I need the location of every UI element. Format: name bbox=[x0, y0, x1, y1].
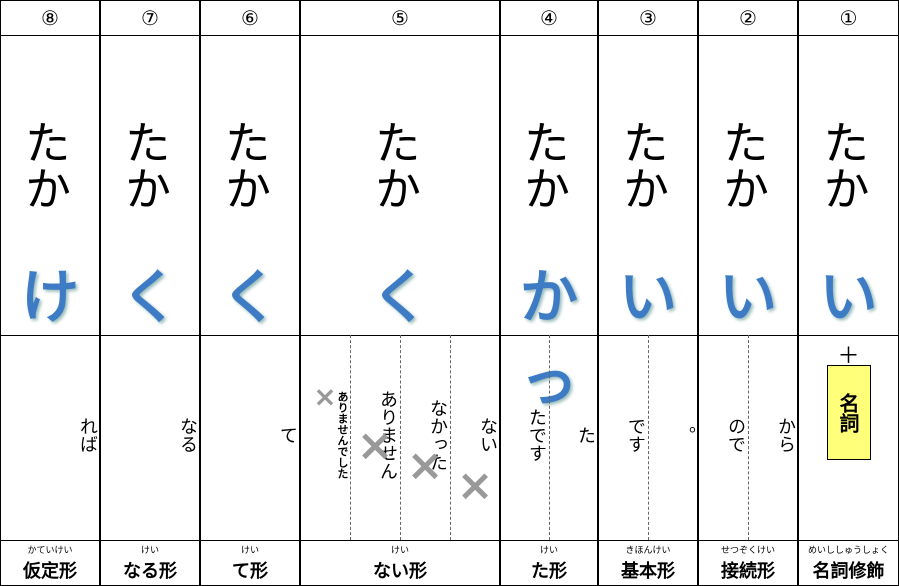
form-name: て形 bbox=[232, 561, 268, 582]
form: です bbox=[625, 417, 646, 453]
sub-divider bbox=[549, 335, 550, 540]
stem: たか bbox=[716, 119, 770, 211]
column-number: ③ bbox=[639, 6, 657, 30]
form-name: 基本形 bbox=[621, 561, 675, 582]
header-cell bbox=[598, 0, 698, 36]
column-number: ⑦ bbox=[141, 6, 159, 30]
form: た bbox=[575, 426, 596, 444]
header-cell bbox=[200, 0, 300, 36]
header-cell bbox=[500, 0, 598, 36]
reading: けい bbox=[140, 546, 159, 556]
form-name: 名詞修飾 bbox=[812, 561, 885, 582]
cross: × bbox=[356, 420, 394, 471]
form: て bbox=[277, 426, 298, 444]
ending: く bbox=[120, 263, 179, 331]
divider bbox=[798, 335, 899, 336]
form-name: なる形 bbox=[123, 561, 177, 582]
form: ので bbox=[725, 417, 746, 453]
divider bbox=[300, 540, 500, 541]
noun-box: 名詞 bbox=[826, 365, 871, 460]
stem: たか bbox=[517, 119, 571, 211]
divider bbox=[500, 540, 598, 541]
reading: めいししゅうしょく bbox=[807, 546, 889, 556]
cross: × bbox=[456, 460, 494, 511]
stem: たか bbox=[616, 119, 670, 211]
stem: たか bbox=[218, 119, 272, 211]
divider bbox=[100, 540, 200, 541]
ending: かっ bbox=[519, 263, 578, 415]
reading: けい bbox=[240, 546, 259, 556]
column-number: ⑤ bbox=[391, 6, 409, 30]
column-number: ⑧ bbox=[41, 6, 59, 30]
ending: い bbox=[819, 263, 878, 331]
ending: く bbox=[220, 263, 279, 331]
ending: い bbox=[618, 263, 677, 331]
column-number: ① bbox=[839, 6, 858, 30]
column-number: ④ bbox=[540, 6, 558, 30]
ending: け bbox=[20, 263, 79, 331]
form: なる bbox=[177, 417, 198, 453]
form-name: た形 bbox=[531, 561, 567, 582]
divider bbox=[200, 335, 300, 336]
reading: けい bbox=[539, 546, 558, 556]
stem: たか bbox=[368, 119, 422, 211]
header-cell bbox=[0, 0, 100, 36]
header-cell bbox=[698, 0, 798, 36]
stem: たか bbox=[18, 119, 72, 211]
column-number: ⑥ bbox=[241, 6, 259, 30]
form: ＋ bbox=[837, 344, 860, 369]
divider bbox=[0, 335, 100, 336]
sub-divider bbox=[648, 335, 649, 540]
form: から bbox=[775, 417, 796, 453]
form: ありません bbox=[377, 390, 398, 480]
form-name: 仮定形 bbox=[23, 561, 77, 582]
sub-divider bbox=[350, 335, 351, 540]
sub-divider bbox=[748, 335, 749, 540]
ending: い bbox=[718, 263, 777, 331]
form: ありませんでした bbox=[336, 391, 349, 479]
divider bbox=[0, 540, 100, 541]
form: なかった bbox=[427, 399, 448, 471]
divider bbox=[200, 540, 300, 541]
form: れば bbox=[77, 417, 98, 453]
form: たです bbox=[526, 408, 547, 462]
form-name: 接続形 bbox=[721, 561, 775, 582]
form-name: ない形 bbox=[373, 561, 427, 582]
sub-divider bbox=[450, 335, 451, 540]
divider bbox=[798, 540, 899, 541]
header-cell bbox=[100, 0, 200, 36]
form: 。 bbox=[675, 426, 696, 444]
divider bbox=[698, 540, 798, 541]
divider bbox=[598, 540, 698, 541]
reading: きほんけい bbox=[625, 546, 671, 556]
divider bbox=[100, 335, 200, 336]
stem: たか bbox=[118, 119, 172, 211]
reading: けい bbox=[390, 546, 409, 556]
sub-divider bbox=[400, 335, 401, 540]
form: ない bbox=[477, 417, 498, 453]
reading: かていけい bbox=[27, 546, 73, 556]
cross: × bbox=[406, 440, 444, 491]
cross: × bbox=[313, 380, 337, 413]
column-number: ② bbox=[739, 6, 757, 30]
header-cell bbox=[300, 0, 500, 36]
ending: く bbox=[370, 263, 429, 331]
reading: せつぞくけい bbox=[720, 546, 775, 556]
stem: たか bbox=[816, 119, 871, 211]
header-cell bbox=[798, 0, 899, 36]
